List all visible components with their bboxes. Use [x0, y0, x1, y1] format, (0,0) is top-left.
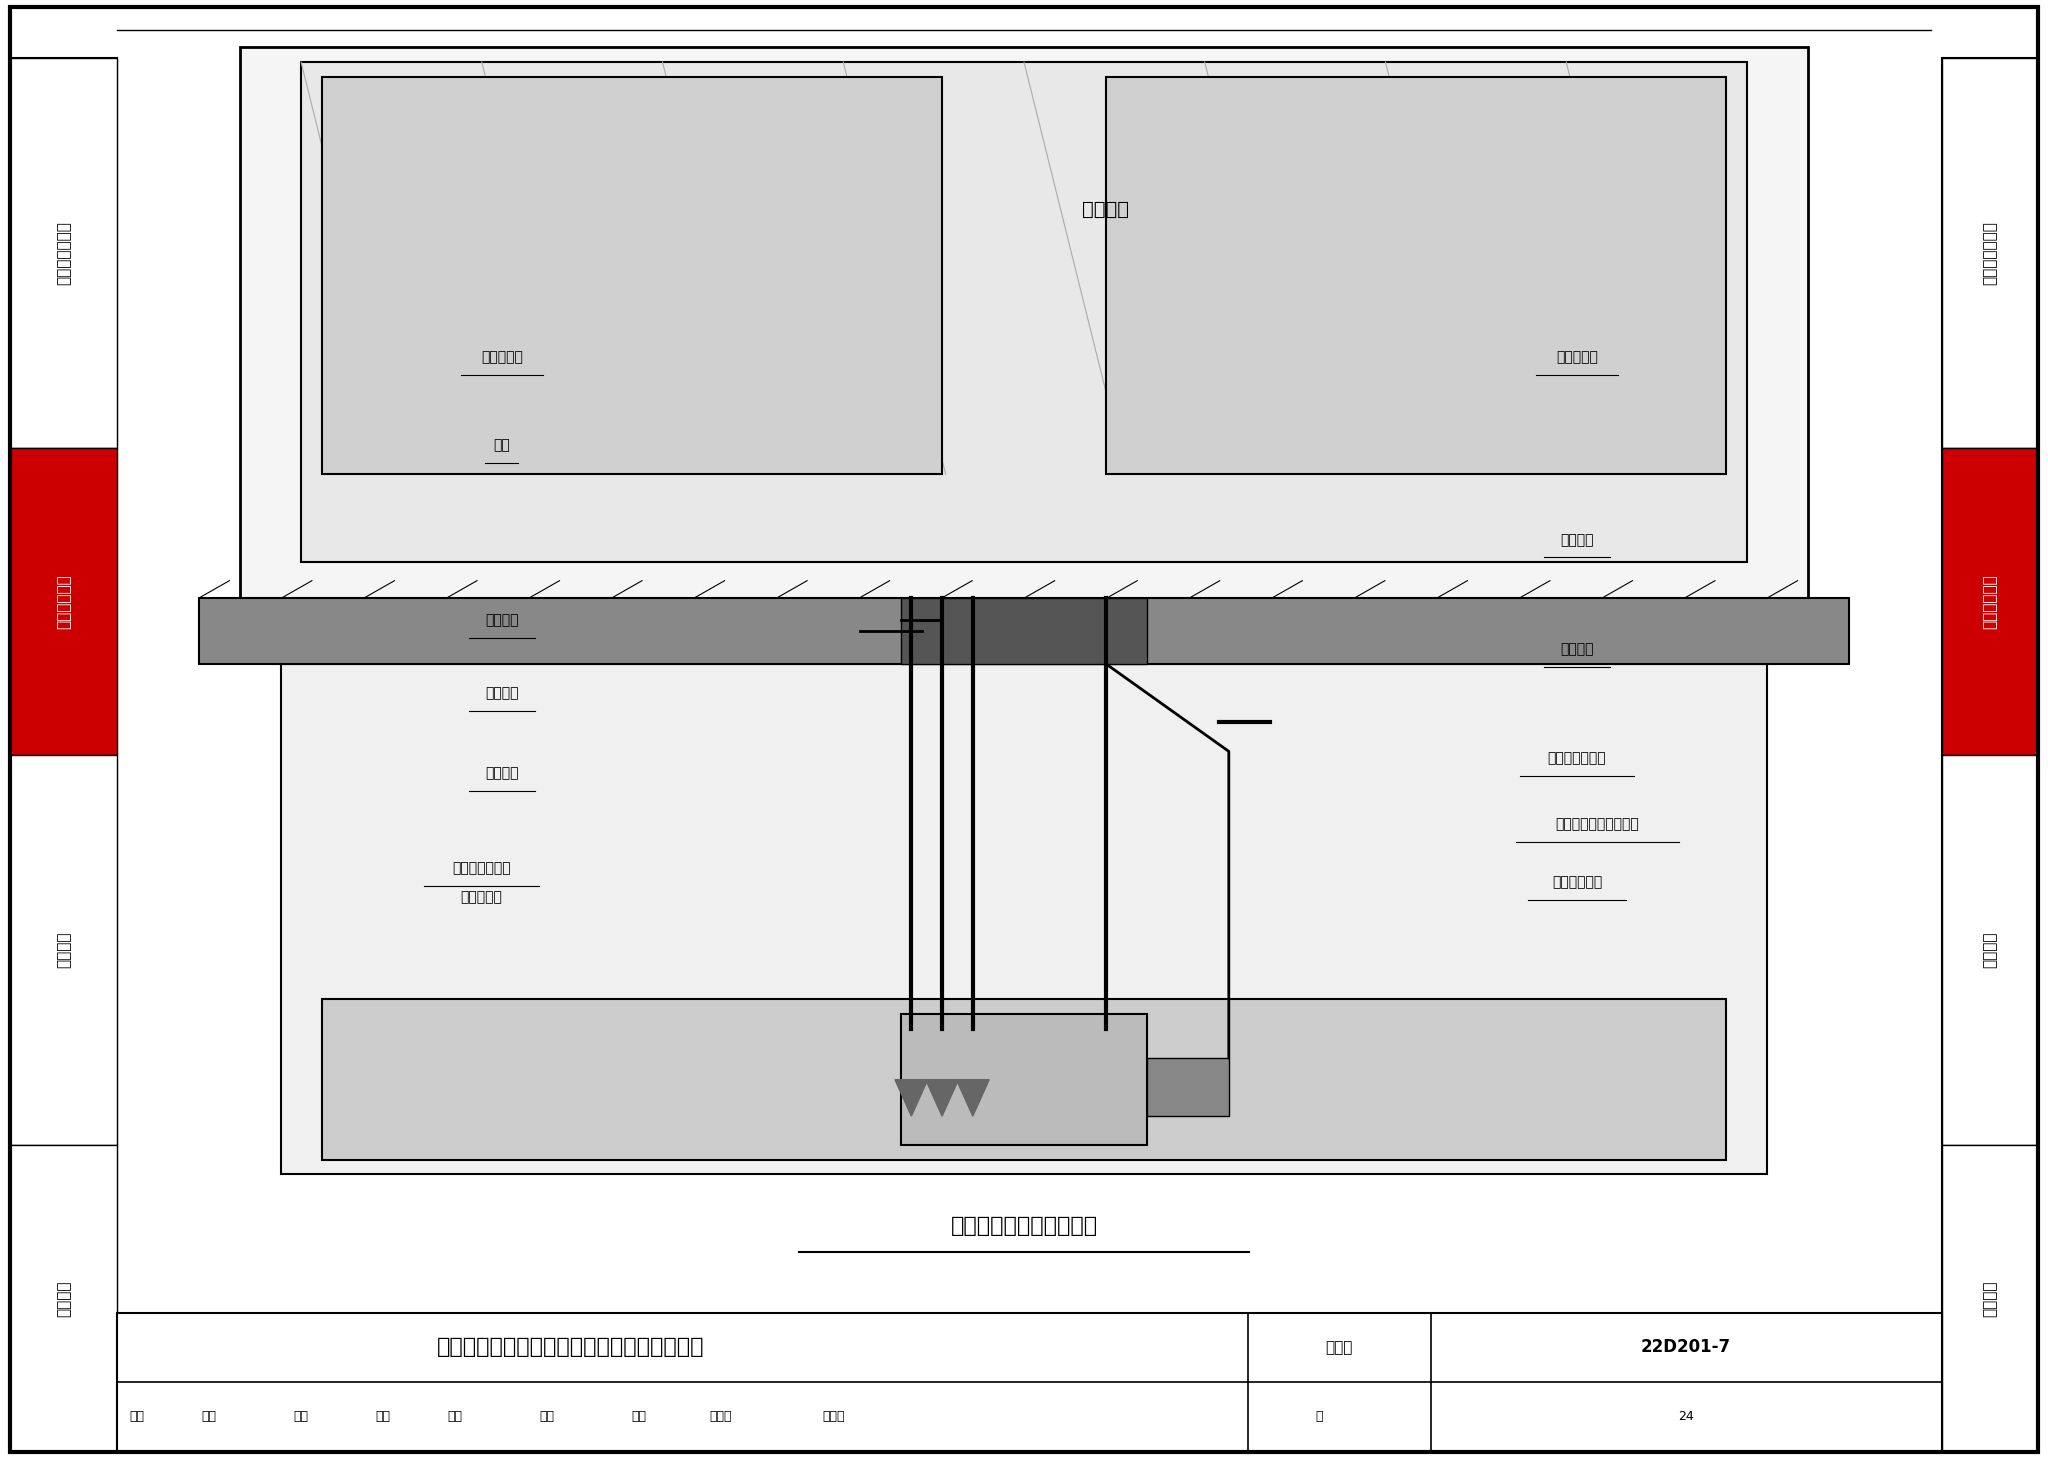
Bar: [10, 58, 117, 1452]
Bar: [10, 58, 117, 448]
Text: 平面图、详图: 平面图、详图: [1982, 575, 1997, 629]
Text: 王胜禺: 王胜禺: [711, 1411, 731, 1423]
Text: 设计与安装要点: 设计与安装要点: [1982, 222, 1997, 286]
Text: 高压电缆连接器: 高压电缆连接器: [453, 861, 510, 875]
Text: 配套设施: 配套设施: [1982, 1280, 1997, 1316]
Text: 电缆抱箍: 电缆抱箍: [485, 766, 518, 781]
Text: 胡桃: 胡桃: [446, 1411, 463, 1423]
Text: 乡桃石: 乡桃石: [823, 1411, 844, 1423]
Text: 校对: 校对: [375, 1411, 391, 1423]
Text: 地下式变压器: 地下式变压器: [1552, 875, 1602, 890]
Bar: [322, 999, 1726, 1160]
Text: 密封组件: 密封组件: [485, 613, 518, 627]
Bar: [240, 47, 1808, 635]
Text: 24: 24: [1677, 1411, 1694, 1423]
Bar: [322, 77, 942, 474]
Text: 审核: 审核: [129, 1411, 145, 1423]
Bar: [901, 1014, 1147, 1145]
Text: 高、低压电缆安装示意图: 高、低压电缆安装示意图: [950, 1215, 1098, 1236]
Text: 低压电缆连接器: 低压电缆连接器: [1548, 751, 1606, 766]
Bar: [1942, 58, 2038, 448]
Bar: [281, 664, 1767, 1174]
Text: 电气系统: 电气系统: [1982, 932, 1997, 969]
Polygon shape: [895, 1080, 928, 1116]
Text: 陈琪: 陈琪: [201, 1411, 217, 1423]
Text: （内锥型）: （内锥型）: [461, 890, 502, 905]
Text: 地下式变压器高、低压电缆安装示意图（二）: 地下式变压器高、低压电缆安装示意图（二）: [436, 1338, 705, 1357]
Text: 页: 页: [1315, 1411, 1323, 1423]
Text: 平面图、详图: 平面图、详图: [55, 575, 72, 629]
Bar: [117, 1313, 1942, 1452]
Text: 电缆抱箍: 电缆抱箍: [1561, 533, 1593, 547]
Text: 配套设施: 配套设施: [55, 1280, 72, 1316]
Bar: [1106, 77, 1726, 474]
Polygon shape: [956, 1080, 989, 1116]
Text: 预制式地下变压器基舱: 预制式地下变压器基舱: [1556, 817, 1638, 832]
Bar: [10, 756, 117, 1145]
Text: 高压出线柜: 高压出线柜: [481, 350, 522, 365]
Bar: [901, 598, 1147, 664]
Text: 低压配电柜: 低压配电柜: [1556, 350, 1597, 365]
Bar: [1942, 448, 2038, 756]
Bar: [1942, 1145, 2038, 1452]
Text: 低压电缆: 低压电缆: [1561, 642, 1593, 657]
Text: 电气系统: 电气系统: [55, 932, 72, 969]
Bar: [1942, 756, 2038, 1145]
Text: 22D201-7: 22D201-7: [1640, 1338, 1731, 1357]
Text: 陈珠: 陈珠: [293, 1411, 309, 1423]
Polygon shape: [926, 1080, 958, 1116]
Text: 设计: 设计: [631, 1411, 647, 1423]
Bar: [1942, 58, 2038, 1452]
Text: 高压电缆: 高压电缆: [485, 686, 518, 700]
Bar: [10, 448, 117, 756]
Text: 支架: 支架: [494, 438, 510, 452]
Text: 传媒面板: 传媒面板: [1083, 200, 1128, 219]
Bar: [10, 1145, 117, 1452]
Text: 设计与安装要点: 设计与安装要点: [55, 222, 72, 286]
Text: 图集号: 图集号: [1325, 1339, 1354, 1355]
Bar: [199, 598, 1849, 664]
Bar: [301, 63, 1747, 562]
Text: 印船: 印船: [539, 1411, 555, 1423]
Bar: [1147, 1058, 1229, 1116]
